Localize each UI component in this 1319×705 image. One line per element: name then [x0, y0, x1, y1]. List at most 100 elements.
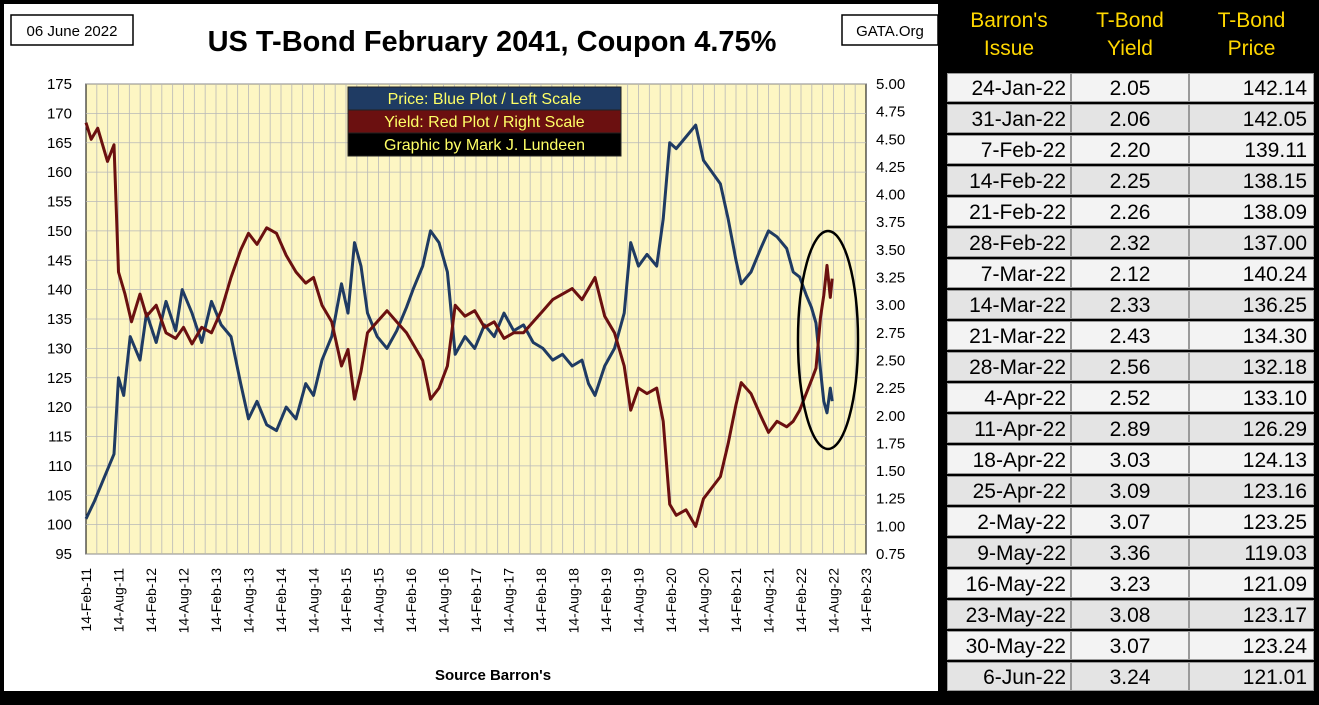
issue-date-cell: 14-Feb-22: [947, 166, 1071, 195]
issue-date-cell: 23-May-22: [947, 600, 1071, 629]
left-tick-label: 165: [47, 135, 72, 152]
header-yield: T-Bond Yield: [1071, 0, 1189, 70]
x-tick-label: 14-Aug-22: [826, 568, 842, 634]
table-row: 16-May-22 3.23 121.09: [942, 568, 1319, 599]
yield-cell: 2.25: [1071, 166, 1189, 195]
table-row: 21-Mar-22 2.43 134.30: [942, 320, 1319, 351]
issue-date-cell: 9-May-22: [947, 538, 1071, 567]
right-tick-label: 3.50: [876, 242, 905, 259]
left-tick-label: 170: [47, 105, 72, 122]
chart-title: US T-Bond February 2041, Coupon 4.75%: [208, 26, 777, 58]
price-cell: 139.11: [1189, 135, 1314, 164]
left-tick-label: 150: [47, 223, 72, 240]
right-tick-label: 3.75: [876, 214, 905, 231]
legend-label: Yield: Red Plot / Right Scale: [384, 114, 585, 131]
right-tick-label: 3.00: [876, 297, 905, 314]
legend-box: [347, 132, 622, 157]
header-issue-line2: Issue: [983, 37, 1035, 60]
yield-cell: 2.06: [1071, 104, 1189, 133]
right-tick-label: 4.50: [876, 131, 905, 148]
issue-date-cell: 2-May-22: [947, 507, 1071, 536]
x-tick-label: 14-Aug-20: [696, 568, 712, 634]
price-cell: 119.03: [1189, 538, 1314, 567]
header-yield-line2: Yield: [1107, 37, 1153, 60]
table-row: 7-Feb-22 2.20 139.11: [942, 134, 1319, 165]
price-cell: 136.25: [1189, 290, 1314, 319]
left-tick-label: 135: [47, 311, 72, 328]
x-tick-label: 14-Feb-17: [468, 568, 484, 633]
left-tick-label: 120: [47, 399, 72, 416]
right-tick-label: 4.75: [876, 104, 905, 121]
price-cell: 140.24: [1189, 259, 1314, 288]
table-row: 6-Jun-22 3.24 121.01: [942, 661, 1319, 692]
price-cell: 123.17: [1189, 600, 1314, 629]
left-tick-label: 175: [47, 76, 72, 93]
table-row: 2-May-22 3.07 123.25: [942, 506, 1319, 537]
x-tick-label: 14-Feb-16: [403, 568, 419, 633]
left-tick-label: 155: [47, 194, 72, 211]
issue-date-cell: 28-Feb-22: [947, 228, 1071, 257]
left-tick-label: 140: [47, 282, 72, 299]
yield-cell: 2.56: [1071, 352, 1189, 381]
chart-svg: 06 June 2022 GATA.Org US T-Bond February…: [2, 2, 940, 693]
header-price-line2: Price: [1227, 37, 1276, 60]
table-row: 28-Feb-22 2.32 137.00: [942, 227, 1319, 258]
x-tick-label: 14-Feb-12: [143, 568, 159, 633]
yield-cell: 2.32: [1071, 228, 1189, 257]
source-label: GATA.Org: [856, 23, 924, 40]
issue-date-cell: 18-Apr-22: [947, 445, 1071, 474]
left-tick-label: 115: [48, 429, 72, 446]
yield-cell: 2.12: [1071, 259, 1189, 288]
header-yield-line1: T-Bond: [1096, 9, 1164, 32]
source-box: [841, 14, 939, 46]
table-row: 4-Apr-22 2.52 133.10: [942, 382, 1319, 413]
price-cell: 138.15: [1189, 166, 1314, 195]
yield-cell: 3.24: [1071, 662, 1189, 691]
yield-cell: 3.23: [1071, 569, 1189, 598]
left-axis: 95 100 105 110 115 120 125 130 135 140 145 150 155 16…: [47, 76, 72, 563]
issue-date-cell: 30-May-22: [947, 631, 1071, 660]
legend-label: Graphic by Mark J. Lundeen: [384, 137, 585, 154]
legend: Price: Blue Plot / Left Scale Yield: Red …: [347, 86, 622, 157]
yield-cell: 3.08: [1071, 600, 1189, 629]
yield-cell: 3.07: [1071, 507, 1189, 536]
price-cell: 123.24: [1189, 631, 1314, 660]
x-tick-label: 14-Feb-19: [598, 568, 614, 633]
series-line-yield: [84, 122, 834, 528]
price-cell: 123.25: [1189, 507, 1314, 536]
x-tick-label: 14-Aug-12: [176, 568, 192, 634]
x-tick-label: 14-Feb-11: [78, 568, 94, 632]
table-row: 31-Jan-22 2.06 142.05: [942, 103, 1319, 134]
data-table: Barron's Issue T-Bond Yield T-Bond Price…: [942, 0, 1319, 705]
price-cell: 134.30: [1189, 321, 1314, 350]
grid: [86, 83, 866, 555]
issue-date-cell: 14-Mar-22: [947, 290, 1071, 319]
left-tick-label: 95: [55, 546, 72, 563]
price-cell: 142.05: [1189, 104, 1314, 133]
right-tick-label: 3.25: [876, 270, 905, 287]
right-tick-label: 4.00: [876, 187, 905, 204]
price-cell: 142.14: [1189, 73, 1314, 102]
price-cell: 124.13: [1189, 445, 1314, 474]
x-tick-label: 14-Feb-13: [208, 568, 224, 633]
x-tick-label: 14-Aug-14: [306, 568, 322, 634]
yield-cell: 3.03: [1071, 445, 1189, 474]
header-price: T-Bond Price: [1189, 0, 1314, 70]
chart-panel: 06 June 2022 GATA.Org US T-Bond February…: [2, 2, 940, 693]
table-row: 21-Feb-22 2.26 138.09: [942, 196, 1319, 227]
price-cell: 137.00: [1189, 228, 1314, 257]
price-cell: 121.09: [1189, 569, 1314, 598]
series-line-price: [84, 123, 834, 520]
header-price-line1: T-Bond: [1217, 9, 1286, 32]
x-tick-label: 14-Aug-21: [761, 568, 777, 634]
left-tick-label: 105: [47, 487, 72, 504]
yield-cell: 2.43: [1071, 321, 1189, 350]
series-layer: [84, 122, 834, 528]
left-tick-label: 100: [47, 517, 72, 534]
left-tick-label: 145: [47, 252, 72, 269]
right-axis: 0.75 1.00 1.25 1.50 1.75 2.00 2.25 2.50 2.75 3.00…: [876, 76, 905, 563]
issue-date-cell: 31-Jan-22: [947, 104, 1071, 133]
issue-date-cell: 24-Jan-22: [947, 73, 1071, 102]
left-tick-label: 160: [47, 164, 72, 181]
table-row: 28-Mar-22 2.56 132.18: [942, 351, 1319, 382]
